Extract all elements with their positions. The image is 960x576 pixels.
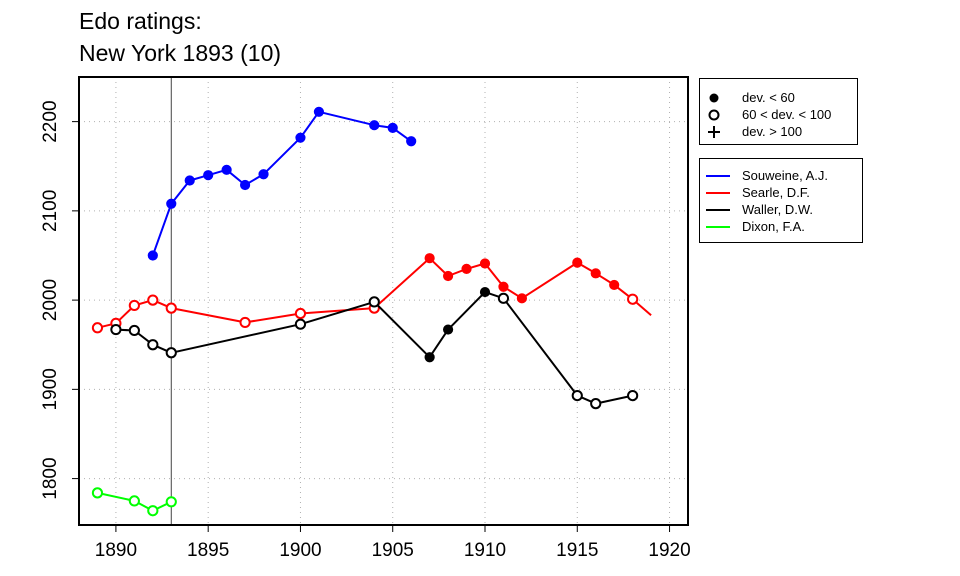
open-circle-icon xyxy=(708,109,720,121)
data-point xyxy=(239,179,251,191)
legend-label: 60 < dev. < 100 xyxy=(742,107,832,122)
data-point xyxy=(313,106,325,117)
legend-label: dev. > 100 xyxy=(742,124,803,139)
data-point xyxy=(128,299,140,312)
data-point xyxy=(110,323,122,336)
data-point xyxy=(498,281,509,292)
legend-label: Souweine, A.J. xyxy=(742,168,828,183)
chart-title-line-2: New York 1893 (10) xyxy=(79,40,282,66)
data-point xyxy=(147,505,159,517)
data-point xyxy=(572,257,583,268)
data-point xyxy=(203,170,214,181)
x-tick-label: 1895 xyxy=(187,540,229,561)
y-tick-label: 1800 xyxy=(40,457,61,499)
data-point xyxy=(442,324,454,335)
data-point xyxy=(497,292,510,304)
data-point xyxy=(627,293,639,305)
data-point xyxy=(294,307,307,320)
data-point xyxy=(221,164,232,175)
data-point xyxy=(165,496,177,508)
y-tick-label: 2000 xyxy=(40,279,61,321)
data-point xyxy=(147,294,159,306)
legend-label: Waller, D.W. xyxy=(742,202,814,217)
data-point xyxy=(424,253,435,264)
x-tick-label: 1915 xyxy=(556,540,598,561)
data-point xyxy=(609,279,620,291)
data-point xyxy=(91,487,104,499)
data-point xyxy=(368,296,380,308)
data-point xyxy=(184,175,195,186)
x-tick-label: 1890 xyxy=(95,540,137,561)
x-tick-label: 1905 xyxy=(372,540,414,561)
x-tick-label: 1910 xyxy=(464,540,506,561)
data-point xyxy=(571,389,583,402)
data-point xyxy=(479,286,491,298)
data-point xyxy=(128,324,140,337)
data-point xyxy=(516,293,528,304)
data-point xyxy=(165,302,177,314)
y-tick-label: 2200 xyxy=(40,100,61,142)
data-point xyxy=(479,258,491,269)
line-swatch-icon xyxy=(706,175,730,177)
deviation-legend: dev. < 60 60 < dev. < 100 dev. > 100 xyxy=(699,78,858,145)
data-point xyxy=(91,322,104,334)
data-point xyxy=(295,132,306,143)
chart-title-line-1: Edo ratings: xyxy=(79,8,202,34)
data-point xyxy=(387,122,398,133)
plot-frame xyxy=(78,76,689,526)
legend-label: Searle, D.F. xyxy=(742,185,810,200)
data-point xyxy=(406,136,417,147)
y-tick-label: 2100 xyxy=(40,190,61,232)
data-point xyxy=(147,250,158,261)
data-point xyxy=(442,270,454,282)
plus-icon xyxy=(708,126,720,138)
data-point xyxy=(147,339,159,351)
series-line xyxy=(97,491,172,512)
series-line xyxy=(97,257,652,329)
data-point xyxy=(166,198,177,209)
data-point xyxy=(128,495,140,507)
series-legend: Souweine, A.J. Searle, D.F. Waller, D.W.… xyxy=(699,158,863,243)
y-tick-label: 1900 xyxy=(40,368,61,410)
data-point xyxy=(424,352,435,363)
data-point xyxy=(165,347,177,359)
data-point xyxy=(239,316,251,329)
line-swatch-icon xyxy=(706,192,730,194)
data-point xyxy=(461,263,472,274)
data-point xyxy=(590,398,602,410)
x-tick-label: 1920 xyxy=(648,540,690,561)
data-point xyxy=(590,268,601,279)
filled-circle-icon xyxy=(709,93,719,103)
legend-label: dev. < 60 xyxy=(742,90,795,105)
data-point xyxy=(258,169,269,180)
data-point xyxy=(627,389,639,402)
data-point xyxy=(369,120,380,131)
line-swatch-icon xyxy=(706,226,730,228)
x-tick-label: 1900 xyxy=(279,540,321,561)
data-point xyxy=(294,318,307,330)
legend-label: Dixon, F.A. xyxy=(742,219,805,234)
line-swatch-icon xyxy=(706,209,730,211)
